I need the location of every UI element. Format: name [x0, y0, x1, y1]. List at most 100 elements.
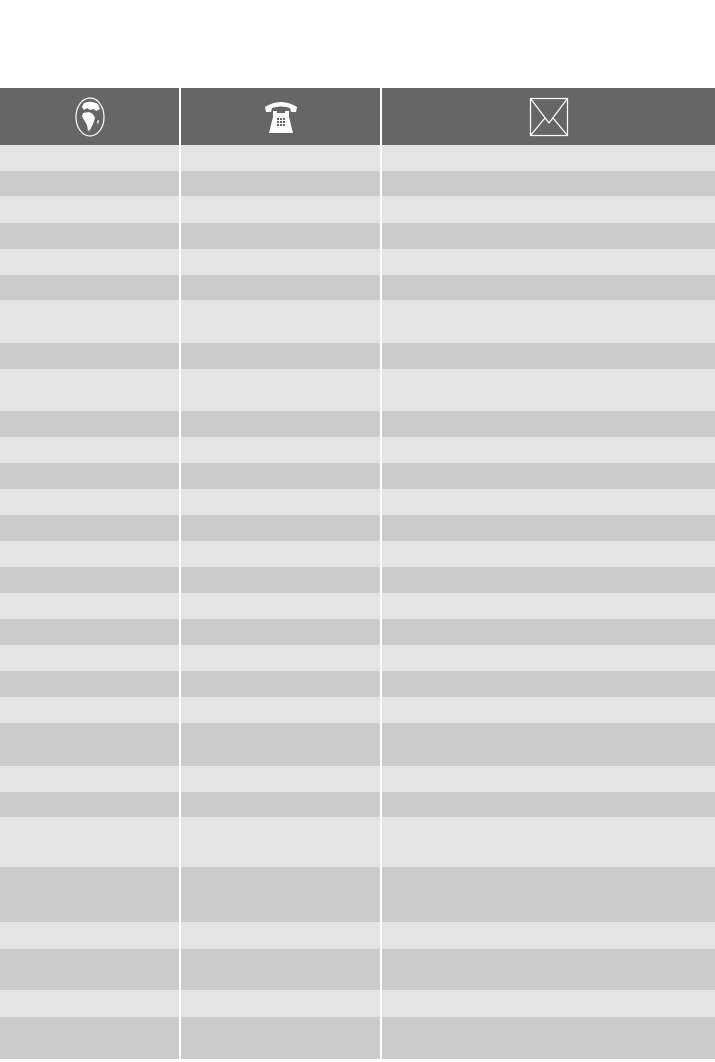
- phone-cell: [181, 990, 380, 1017]
- phone-cell: [181, 697, 380, 723]
- email-cell: [382, 766, 715, 792]
- table-row: [0, 300, 715, 343]
- web-cell: [0, 990, 179, 1017]
- table-row: [0, 369, 715, 411]
- phone-cell: [181, 723, 380, 766]
- email-cell: [382, 949, 715, 990]
- email-cell: [382, 275, 715, 300]
- header-cell-phone: [181, 88, 380, 145]
- phone-cell: [181, 645, 380, 671]
- phone-cell: [181, 275, 380, 300]
- phone-cell: [181, 411, 380, 437]
- web-cell: [0, 1017, 179, 1059]
- phone-cell: [181, 437, 380, 463]
- web-cell: [0, 171, 179, 196]
- table-row: [0, 489, 715, 515]
- email-cell: [382, 817, 715, 867]
- web-cell: [0, 343, 179, 369]
- phone-cell: [181, 223, 380, 249]
- email-cell: [382, 343, 715, 369]
- web-cell: [0, 867, 179, 922]
- phone-cell: [181, 593, 380, 619]
- table-row: [0, 949, 715, 990]
- web-cell: [0, 766, 179, 792]
- web-cell: [0, 619, 179, 645]
- email-cell: [382, 619, 715, 645]
- email-cell: [382, 567, 715, 593]
- email-cell: [382, 249, 715, 275]
- table-row: [0, 697, 715, 723]
- email-cell: [382, 645, 715, 671]
- web-cell: [0, 697, 179, 723]
- table-row: [0, 463, 715, 489]
- email-cell: [382, 196, 715, 223]
- email-cell: [382, 723, 715, 766]
- web-cell: [0, 645, 179, 671]
- email-cell: [382, 369, 715, 411]
- table-row: [0, 343, 715, 369]
- web-cell: [0, 671, 179, 697]
- email-cell: [382, 922, 715, 949]
- web-cell: [0, 567, 179, 593]
- table-row: [0, 922, 715, 949]
- table-row: [0, 249, 715, 275]
- web-cell: [0, 922, 179, 949]
- email-cell: [382, 300, 715, 343]
- email-cell: [382, 145, 715, 171]
- web-cell: [0, 723, 179, 766]
- table-row: [0, 541, 715, 567]
- table-row: [0, 619, 715, 645]
- web-cell: [0, 593, 179, 619]
- phone-cell: [181, 515, 380, 541]
- web-cell: [0, 249, 179, 275]
- web-cell: [0, 792, 179, 817]
- email-cell: [382, 437, 715, 463]
- phone-cell: [181, 369, 380, 411]
- table-row: [0, 171, 715, 196]
- table-row: [0, 223, 715, 249]
- web-cell: [0, 223, 179, 249]
- phone-cell: [181, 567, 380, 593]
- table-row: [0, 593, 715, 619]
- email-cell: [382, 792, 715, 817]
- email-cell: [382, 697, 715, 723]
- phone-cell: [181, 766, 380, 792]
- table-row: [0, 645, 715, 671]
- header-cell-web: [0, 88, 179, 145]
- table-row: [0, 437, 715, 463]
- table-row: [0, 196, 715, 223]
- web-cell: [0, 949, 179, 990]
- email-cell: [382, 411, 715, 437]
- web-cell: [0, 411, 179, 437]
- phone-cell: [181, 1017, 380, 1059]
- phone-cell: [181, 171, 380, 196]
- web-cell: [0, 437, 179, 463]
- phone-cell: [181, 249, 380, 275]
- table-row: [0, 275, 715, 300]
- web-cell: [0, 196, 179, 223]
- web-cell: [0, 541, 179, 567]
- phone-cell: [181, 489, 380, 515]
- email-cell: [382, 223, 715, 249]
- header-cell-email: [382, 88, 715, 145]
- envelope-icon: [529, 97, 568, 136]
- web-cell: [0, 369, 179, 411]
- phone-cell: [181, 867, 380, 922]
- table-row: [0, 671, 715, 697]
- table-row: [0, 145, 715, 171]
- globe-icon: [74, 96, 105, 137]
- web-cell: [0, 300, 179, 343]
- email-cell: [382, 593, 715, 619]
- table-row: [0, 1017, 715, 1059]
- email-cell: [382, 990, 715, 1017]
- table-row: [0, 817, 715, 867]
- email-cell: [382, 463, 715, 489]
- phone-cell: [181, 145, 380, 171]
- phone-cell: [181, 792, 380, 817]
- phone-cell: [181, 671, 380, 697]
- table-row: [0, 723, 715, 766]
- email-cell: [382, 171, 715, 196]
- email-cell: [382, 1017, 715, 1059]
- table-row: [0, 990, 715, 1017]
- table-row: [0, 766, 715, 792]
